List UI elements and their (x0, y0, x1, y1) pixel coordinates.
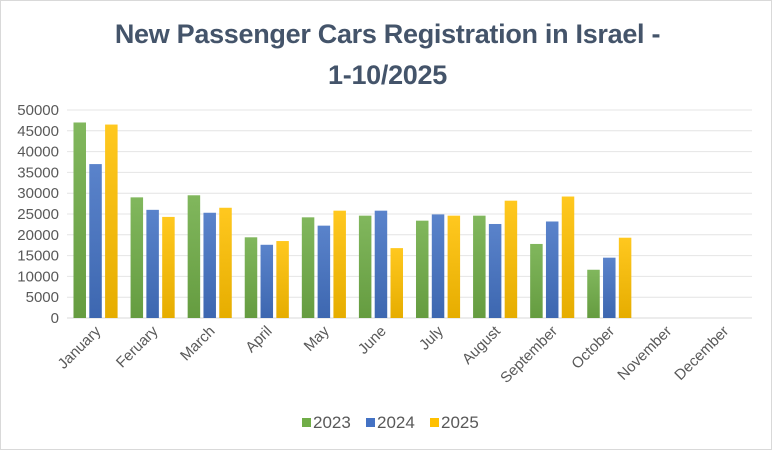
legend-label-2023: 2023 (313, 413, 351, 432)
bar-2025-april (276, 241, 289, 318)
bar-2025-may (333, 210, 346, 318)
x-tick-label: November (614, 323, 675, 384)
legend-label-2025: 2025 (441, 413, 479, 432)
gridlines (67, 109, 752, 319)
bar-2024-august (488, 223, 502, 318)
x-tick-label: January (55, 322, 105, 372)
y-tick-label: 20000 (17, 227, 59, 244)
bar-2023-april (244, 237, 258, 318)
legend-swatch-2024 (366, 418, 375, 427)
x-tick-label: April (242, 323, 275, 356)
legend-label-2024: 2024 (377, 413, 415, 432)
bar-2023-may (301, 217, 315, 318)
bar-2024-january (89, 164, 102, 318)
bar-2024-october (603, 257, 616, 318)
x-tick-label: August (459, 322, 505, 368)
bar-2023-march (187, 195, 201, 318)
bar-2024-april (260, 244, 274, 318)
chart-title-line-2: 1-10/2025 (328, 60, 447, 90)
bar-2024-july (431, 214, 445, 318)
legend-swatch-2025 (430, 418, 439, 427)
bar-2025-august (504, 200, 518, 318)
legend: 2023 2024 2025 (302, 413, 479, 432)
bar-2024-september (545, 221, 559, 318)
x-tick-label: July (416, 322, 447, 353)
bar-2025-september (561, 196, 575, 318)
bar-2023-june (358, 215, 372, 318)
x-axis-ticks: January Feruary March April May June July Augus… (55, 322, 733, 386)
chart-title: New Passenger Cars Registration in Israe… (0, 14, 775, 96)
y-tick-label: 0 (51, 310, 59, 327)
bar-2025-june (390, 248, 404, 318)
y-tick-label: 15000 (17, 248, 59, 265)
x-tick-label: October (568, 323, 618, 373)
legend-swatch-2023 (302, 418, 311, 427)
y-tick-label: 25000 (17, 206, 59, 223)
bar-2023-july (415, 220, 429, 318)
y-tick-label: 35000 (17, 164, 59, 181)
bar-2025-january (105, 124, 118, 318)
y-tick-label: 10000 (17, 268, 59, 285)
y-tick-label: 5000 (26, 289, 59, 306)
bar-2024-march (203, 212, 216, 318)
x-tick-label: March (177, 323, 218, 364)
y-tick-label: 40000 (17, 144, 59, 161)
bar-2024-may (317, 225, 331, 318)
bars (73, 122, 632, 318)
bar-2025-july (447, 215, 461, 318)
chart-title-line-1: New Passenger Cars Registration in Israe… (114, 19, 661, 49)
bar-2023-september (530, 243, 543, 318)
y-tick-label: 50000 (17, 102, 59, 119)
x-tick-label: June (355, 323, 390, 358)
bar-2025-feruary (162, 216, 175, 318)
bar-2025-march (219, 207, 232, 318)
x-tick-label: May (301, 322, 333, 354)
bar-2023-october (587, 269, 600, 318)
x-tick-label: December (671, 323, 732, 384)
bar-2023-august (473, 215, 486, 318)
x-tick-label: Feruary (113, 322, 162, 371)
bar-2023-january (73, 122, 86, 318)
y-tick-label: 45000 (17, 123, 59, 140)
bar-2024-june (374, 210, 388, 318)
y-tick-label: 30000 (17, 185, 59, 202)
bar-2025-october (618, 237, 632, 318)
x-tick-label: September (497, 323, 561, 387)
bar-2023-feruary (130, 197, 144, 318)
bar-2024-feruary (146, 209, 159, 318)
y-axis-ticks: 0 5000 10000 15000 20000 25000 30000 35000 40000… (17, 102, 59, 327)
